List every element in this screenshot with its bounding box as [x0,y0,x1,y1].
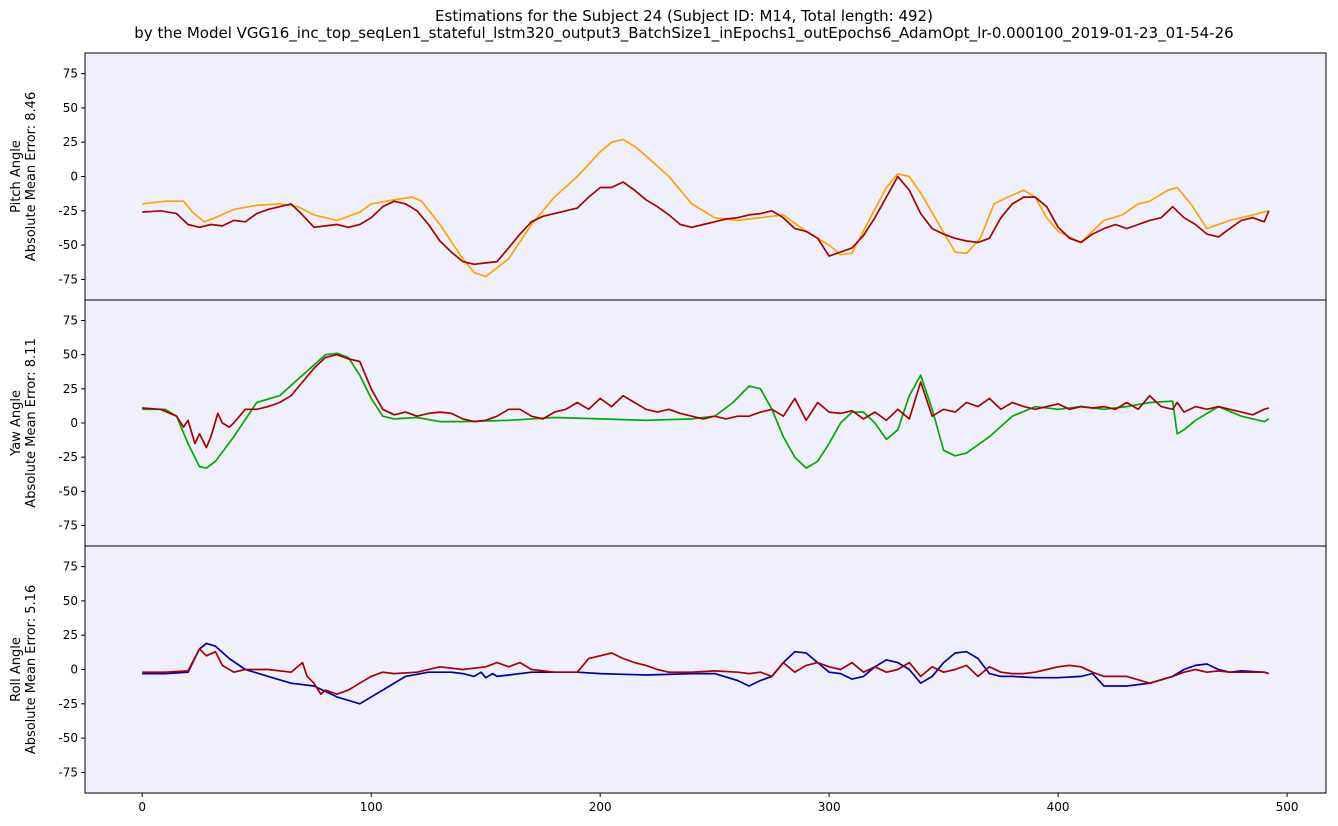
yaw-ytick-label: -25 [58,450,78,464]
pitch-estimate-line [142,175,1270,266]
roll-ylabel-line2: Absolute Mean Error: 5.16 [24,585,39,754]
xtick-label: 500 [1276,800,1299,814]
roll-ytick-label: -50 [58,731,78,745]
chart-title-line2: by the Model VGG16_inc_top_seqLen1_state… [134,24,1233,43]
roll-estimate-line [142,648,1270,696]
pitch-plot-area [85,53,1326,300]
pitch-subplot: -75 -50 -25 0 25 50 75 Pitch Angle Absolute Mean… [9,52,1327,301]
pitch-ylabel-line2: Absolute Mean Error: 8.46 [24,92,39,261]
yaw-plot-area [85,300,1326,546]
pitch-ytick-label: -25 [58,204,78,218]
xtick-label: 100 [360,800,383,814]
roll-ytick-label: -25 [58,697,78,711]
yaw-ytick-label: -50 [58,484,78,498]
pitch-ytick-label: 25 [63,135,78,149]
yaw-ylabel-line2: Absolute Mean Error: 8.11 [24,338,39,507]
xtick-label: 0 [138,800,146,814]
roll-ytick-label: 50 [63,594,78,608]
yaw-ytick-label: 75 [63,314,78,328]
roll-ytick-label: -75 [58,765,78,779]
roll-ground-truth-line [142,642,1270,705]
pitch-ytick-label: 50 [63,101,78,115]
yaw-estimate-line [142,353,1270,449]
yaw-ytick-label: 25 [63,382,78,396]
roll-ytick-label: 25 [63,628,78,642]
pitch-ytick-label: 75 [63,67,78,81]
yaw-ytick-label: 50 [63,348,78,362]
chart-title-line1: Estimations for the Subject 24 (Subject … [435,7,933,25]
pitch-ytick-label: -50 [58,238,78,252]
yaw-subplot: -75 -50 -25 0 25 50 75 Yaw Angle Absolute Mean E… [9,299,1327,547]
roll-plot-area [85,546,1326,793]
roll-ytick-label: 75 [63,560,78,574]
pitch-ylabel-line1: Pitch Angle [9,140,24,213]
pitch-ytick-label: -75 [58,272,78,286]
pitch-ytick-label: 0 [70,170,78,184]
xtick-label: 200 [589,800,612,814]
yaw-ytick-label: 0 [70,416,78,430]
yaw-ytick-label: -75 [58,519,78,533]
yaw-ylabel-line1: Yaw Angle [9,390,24,457]
roll-subplot: -75 -50 -25 0 25 50 75 0 100 200 300 400 500 Roll Ang… [9,545,1327,814]
roll-ylabel-line1: Roll Angle [9,637,24,702]
roll-ytick-label: 0 [70,663,78,677]
xtick-label: 300 [818,800,841,814]
xtick-label: 400 [1047,800,1070,814]
